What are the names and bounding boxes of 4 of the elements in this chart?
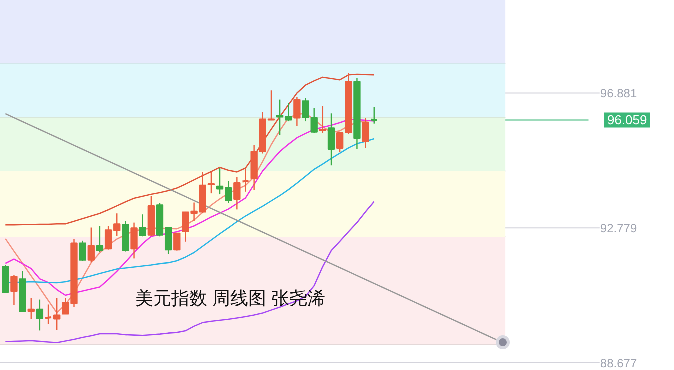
ref-line-label: 92.779 (600, 222, 638, 236)
ref-line-label: 96.059 (607, 112, 648, 128)
ref-line-label: 88.677 (600, 356, 638, 370)
ref-line-label: 96.881 (600, 86, 638, 101)
